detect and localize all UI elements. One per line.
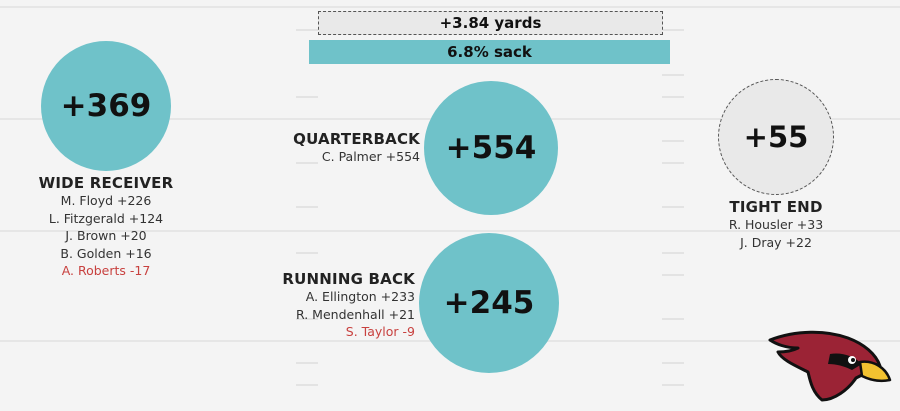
player-line: J. Dray +22 — [740, 234, 812, 250]
hash-mark — [662, 384, 684, 386]
running-back-circle: +245 — [419, 233, 559, 373]
hash-mark — [296, 384, 318, 386]
yard-line — [0, 230, 900, 232]
player-line: R. Mendenhall +21 — [295, 306, 415, 322]
player-line: A. Ellington +233 — [305, 289, 415, 304]
tight-end-players: R. Housler +33 J. Dray +22 — [700, 216, 852, 251]
player-line: M. Floyd +226 — [60, 193, 152, 208]
hash-mark — [296, 318, 318, 320]
hash-mark — [296, 162, 318, 164]
hash-mark — [662, 206, 684, 208]
player-line: L. Fitzgerald +124 — [48, 210, 164, 226]
hash-mark — [296, 96, 318, 98]
hash-mark — [296, 29, 318, 31]
yards-per-play-bar: +3.84 yards — [318, 11, 663, 35]
hash-mark — [662, 162, 684, 164]
player-line: C. Palmer +554 — [321, 149, 420, 164]
hash-mark — [296, 206, 318, 208]
hash-mark — [296, 252, 318, 254]
running-back-players: A. Ellington +233 R. Mendenhall +21 S. T… — [240, 288, 415, 341]
quarterback-circle: +554 — [424, 81, 558, 215]
hash-mark — [662, 252, 684, 254]
quarterback-players: C. Palmer +554 — [240, 148, 420, 166]
tight-end-circle: +55 — [718, 79, 834, 195]
hash-mark — [296, 362, 318, 364]
sack-rate-bar: 6.8% sack — [309, 40, 670, 64]
hash-mark — [662, 74, 684, 76]
hash-mark — [662, 274, 684, 276]
wide-receiver-title: WIDE RECEIVER — [38, 174, 174, 192]
player-line: R. Housler +33 — [728, 217, 824, 232]
running-back-title: RUNNING BACK — [282, 270, 415, 288]
player-line: B. Golden +16 — [60, 245, 152, 261]
cardinal-head-icon — [768, 330, 892, 402]
wide-receiver-circle: +369 — [41, 41, 171, 171]
hash-mark — [662, 140, 684, 142]
tight-end-title: TIGHT END — [729, 198, 823, 216]
hash-mark — [296, 140, 318, 142]
player-line: J. Brown +20 — [65, 228, 147, 243]
player-line-negative: A. Roberts -17 — [61, 263, 151, 278]
player-line-negative: S. Taylor -9 — [345, 324, 415, 339]
quarterback-title: QUARTERBACK — [293, 130, 420, 148]
hash-mark — [662, 362, 684, 364]
hash-mark — [662, 318, 684, 320]
hash-mark — [662, 96, 684, 98]
wide-receiver-players: M. Floyd +226 L. Fitzgerald +124 J. Brow… — [0, 192, 212, 280]
yard-line — [0, 6, 900, 8]
hash-mark — [662, 29, 684, 31]
